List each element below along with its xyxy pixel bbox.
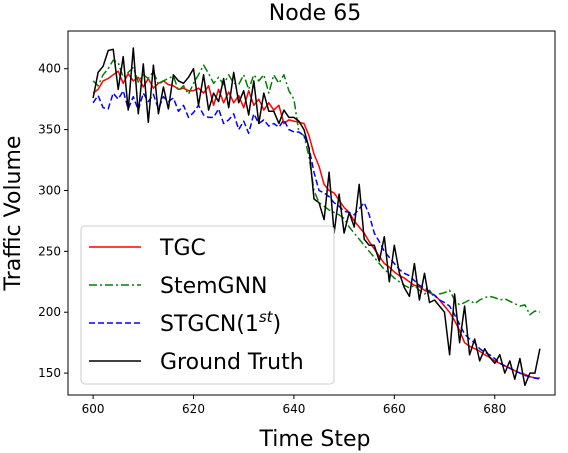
x-axis-label: Time Step: [259, 427, 371, 452]
y-tick-label: 250: [38, 244, 61, 258]
x-tick-label: 660: [383, 402, 406, 416]
series-line-2: [92, 89, 541, 380]
legend-label-1: StemGNN: [160, 274, 268, 299]
x-tick-label: 600: [82, 402, 105, 416]
legend-label-0: TGC: [159, 236, 206, 261]
x-tick-label: 680: [483, 402, 506, 416]
series-layer: [92, 47, 541, 387]
x-tick-label: 620: [182, 402, 205, 416]
series-line-1: [92, 59, 541, 316]
x-axis-ticks: 600 620 640 660 680: [82, 395, 506, 416]
y-tick-label: 400: [38, 62, 61, 76]
y-tick-label: 350: [38, 123, 61, 137]
y-tick-label: 300: [38, 183, 61, 197]
plot-area-frame: [67, 30, 556, 396]
y-axis-ticks: 150 200 250 300 350 400: [38, 62, 68, 380]
series-line-0: [92, 70, 540, 379]
x-tick-label: 640: [282, 402, 305, 416]
legend-box: [80, 225, 335, 385]
chart-title: Node 65: [269, 1, 361, 26]
legend-label-3: Ground Truth: [160, 350, 304, 375]
y-axis-label: Traffic Volume: [1, 136, 26, 292]
series-line-3: [92, 47, 541, 387]
y-tick-label: 150: [38, 366, 61, 380]
y-tick-label: 200: [38, 305, 61, 319]
